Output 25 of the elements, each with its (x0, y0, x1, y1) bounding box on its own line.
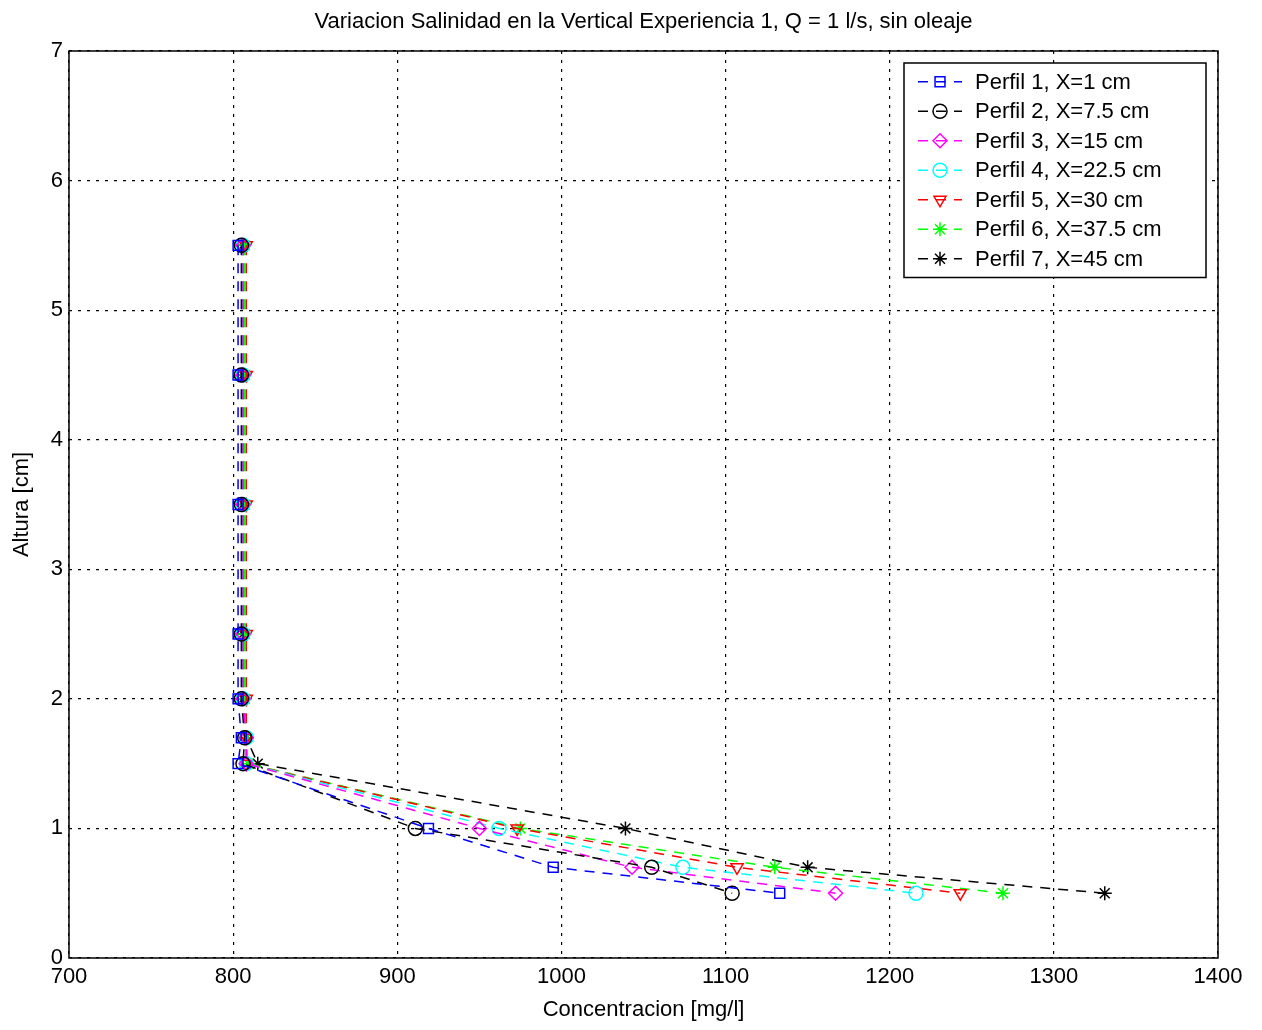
x-tick-label: 700 (50, 963, 88, 989)
chart-title: Variacion Salinidad en la Vertical Experiencia 1, Q = 1 l/s, sin oleaje (314, 8, 973, 34)
y-tick-label: 4 (50, 425, 63, 451)
x-tick-label: 1100 (701, 963, 750, 989)
x-tick-label: 1200 (865, 963, 915, 989)
y-tick-label: 7 (50, 37, 63, 63)
y-tick-label: 6 (50, 166, 63, 192)
x-tick-label: 1300 (1029, 963, 1079, 989)
legend-label: Perfil 2, X=7.5 cm (975, 98, 1150, 124)
legend-label: Perfil 5, X=30 cm (975, 186, 1144, 212)
y-tick-label: 2 (50, 684, 63, 710)
y-tick-label: 3 (50, 555, 63, 581)
legend-label: Perfil 1, X=1 cm (975, 68, 1131, 94)
y-tick-label: 5 (50, 296, 63, 322)
x-tick-label: 900 (378, 963, 416, 989)
legend-label: Perfil 6, X=37.5 cm (975, 216, 1162, 242)
x-tick-label: 1000 (536, 963, 586, 989)
x-tick-label: 800 (214, 963, 252, 989)
legend-label: Perfil 7, X=45 cm (975, 245, 1144, 271)
legend-label: Perfil 3, X=15 cm (975, 127, 1144, 153)
x-axis-title: Concentracion [mg/l] (542, 996, 745, 1022)
y-tick-label: 1 (50, 814, 63, 840)
x-tick-label: 1400 (1193, 963, 1243, 989)
y-axis-title: Altura [cm] (8, 451, 34, 558)
legend-label: Perfil 4, X=22.5 cm (975, 157, 1162, 183)
